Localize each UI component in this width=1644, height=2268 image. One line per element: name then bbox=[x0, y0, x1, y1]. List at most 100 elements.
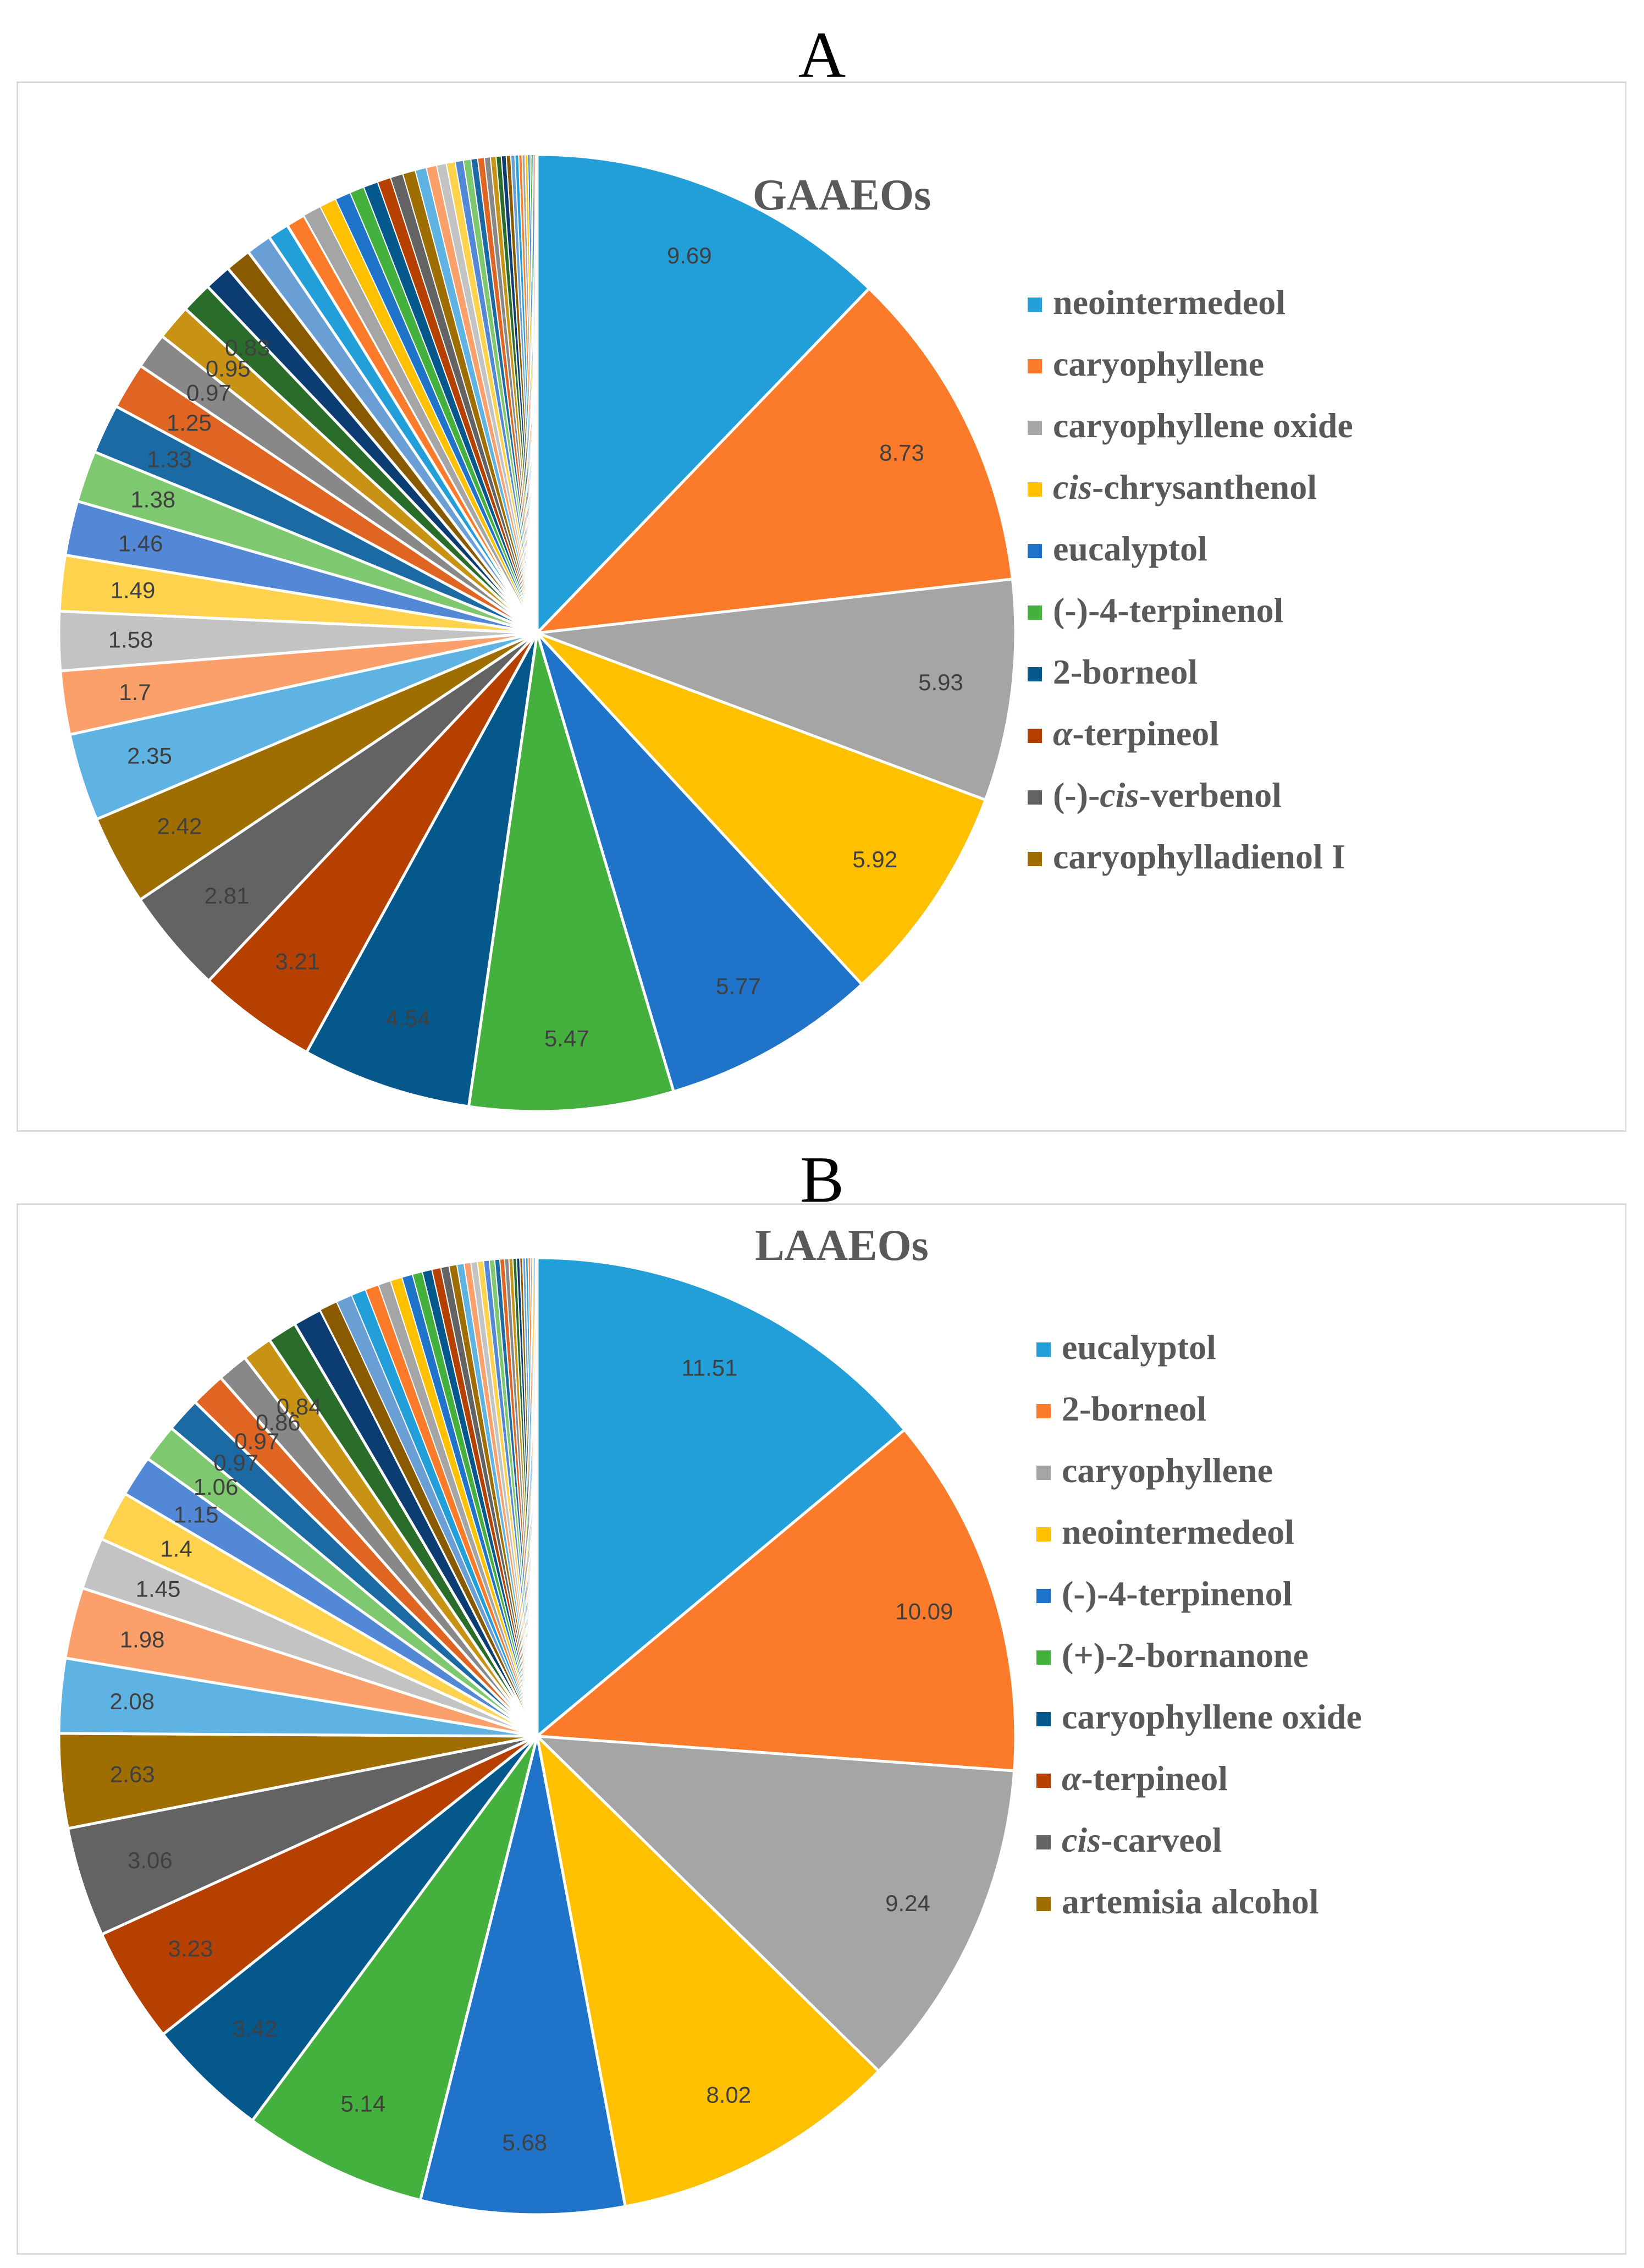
chart-title: GAAEOs bbox=[753, 171, 931, 219]
slice-value-label: 0.83 bbox=[225, 334, 270, 360]
panel-b-label: B bbox=[799, 1143, 845, 1216]
legend-label: caryophyllene oxide bbox=[1053, 406, 1353, 445]
slice-value-label: 0.95 bbox=[206, 356, 251, 382]
legend-label: artemisia alcohol bbox=[1062, 1882, 1318, 1921]
legend-label: (-)-4-terpinenol bbox=[1053, 591, 1283, 630]
legend-swatch bbox=[1028, 667, 1042, 681]
pie-slice bbox=[305, 632, 539, 1108]
pie-slice bbox=[161, 1735, 539, 2123]
legend-label: cis-chrysanthenol bbox=[1053, 467, 1317, 507]
slice-value-label: 1.45 bbox=[136, 1576, 181, 1602]
pie-slice bbox=[533, 287, 1014, 635]
pie-slice bbox=[66, 1735, 538, 1936]
slice-value-label: 2.08 bbox=[109, 1688, 155, 1714]
legend-label: neointermedeol bbox=[1053, 283, 1286, 322]
pie-slice bbox=[536, 632, 864, 1093]
legend-label: (-)-cis-verbenol bbox=[1053, 775, 1282, 814]
slice-value-label: 11.51 bbox=[682, 1355, 738, 1380]
slice-value-label: 4.54 bbox=[385, 1005, 431, 1031]
legend-label: α-terpineol bbox=[1053, 714, 1219, 753]
slice-value-label: 1.38 bbox=[130, 487, 175, 513]
chart-title: LAAEOs bbox=[755, 1221, 929, 1270]
legend-label: caryophyllene bbox=[1062, 1451, 1273, 1490]
pie-slice bbox=[536, 1256, 907, 1739]
legend-swatch bbox=[1036, 1774, 1051, 1788]
pie-chart-laaeos: LAAEOs 11.51 10.09 9.24 8.02 5.68 5.14 3.42 3.23… bbox=[57, 1221, 1362, 2216]
legend-swatch bbox=[1036, 1589, 1051, 1603]
slice-value-label: 8.73 bbox=[879, 440, 924, 466]
legend-swatch bbox=[1036, 1650, 1051, 1665]
legend-swatch bbox=[1028, 544, 1042, 558]
legend-swatch bbox=[1028, 790, 1042, 805]
slice-value-label: 0.97 bbox=[234, 1428, 279, 1454]
legend-swatch bbox=[1028, 359, 1042, 373]
legend-swatch bbox=[1028, 421, 1042, 435]
slice-value-label: 1.15 bbox=[174, 1502, 219, 1528]
slice-value-label: 0.84 bbox=[277, 1394, 322, 1419]
slice-value-label: 3.23 bbox=[168, 1935, 213, 1961]
legend-label: eucalyptol bbox=[1062, 1328, 1216, 1367]
slice-value-label: 10.09 bbox=[895, 1599, 953, 1625]
slice-value-label: 8.02 bbox=[706, 2082, 751, 2107]
legend-swatch bbox=[1028, 852, 1042, 866]
legend-label: 2-borneol bbox=[1062, 1389, 1206, 1428]
slice-value-label: 3.21 bbox=[275, 949, 320, 975]
pie-slice bbox=[250, 1735, 539, 2202]
slice-value-label: 1.06 bbox=[194, 1474, 239, 1500]
pie-slice bbox=[100, 1735, 538, 2036]
pie-chart-gaaeos: GAAEOs 9.69 8.73 5.93 5.92 5.77 5.47 4.54 3.21 2.… bbox=[57, 153, 1353, 1113]
slice-value-label: 1.25 bbox=[167, 410, 212, 436]
pie-slice bbox=[535, 1732, 881, 2209]
slice-value-label: 9.24 bbox=[885, 1890, 930, 1916]
slice-value-label: 3.42 bbox=[232, 2016, 277, 2041]
pie-slice bbox=[533, 1428, 1017, 1772]
slice-value-label: 5.68 bbox=[502, 2129, 547, 2155]
legend-label: α-terpineol bbox=[1062, 1759, 1228, 1798]
pie-slice bbox=[418, 1736, 627, 2216]
legend-swatch bbox=[1036, 1712, 1051, 1726]
slice-value-label: 5.14 bbox=[341, 2090, 386, 2116]
legend-swatch bbox=[1028, 482, 1042, 497]
legend-label: caryophyllene bbox=[1053, 344, 1264, 383]
slice-value-label: 0.97 bbox=[213, 1450, 258, 1476]
legend-label: neointermedeol bbox=[1062, 1512, 1294, 1551]
legend-swatch bbox=[1028, 298, 1042, 312]
slice-value-label: 3.06 bbox=[128, 1847, 173, 1873]
slice-value-label: 2.63 bbox=[110, 1761, 155, 1787]
legend-label: eucalyptol bbox=[1053, 529, 1207, 568]
legend-swatch bbox=[1028, 729, 1042, 743]
chart-panel-b: LAAEOs 11.51 10.09 9.24 8.02 5.68 5.14 3.42 3.23… bbox=[16, 1203, 1626, 2255]
slice-value-label: 2.35 bbox=[127, 742, 172, 768]
legend-swatch bbox=[1036, 1835, 1051, 1849]
slice-value-label: 0.97 bbox=[186, 380, 231, 406]
slice-value-label: 5.92 bbox=[852, 846, 897, 872]
slice-value-label: 2.42 bbox=[157, 813, 202, 839]
legend-label: caryophylladienol I bbox=[1053, 837, 1345, 876]
legend-label: cis-carveol bbox=[1062, 1820, 1222, 1859]
pie-slice bbox=[533, 1735, 1016, 2073]
legend-label: (+)-2-bornanone bbox=[1062, 1636, 1309, 1675]
legend-swatch bbox=[1036, 1404, 1051, 1418]
legend-label: 2-borneol bbox=[1053, 652, 1198, 691]
slice-value-label: 1.58 bbox=[108, 626, 153, 652]
legend-label: caryophyllene oxide bbox=[1062, 1697, 1362, 1736]
legend-label: (-)-4-terpinenol bbox=[1062, 1574, 1292, 1613]
slice-value-label: 1.7 bbox=[119, 679, 151, 705]
slice-value-label: 1.98 bbox=[120, 1627, 165, 1653]
chart-panel-a: GAAEOs 9.69 8.73 5.93 5.92 5.77 5.47 4.54 3.21 2.… bbox=[16, 81, 1626, 1132]
pie-slice bbox=[537, 577, 1017, 802]
slice-value-label: 9.69 bbox=[667, 243, 712, 268]
pie-slice bbox=[206, 632, 539, 1054]
panel-a-label: A bbox=[798, 18, 846, 91]
legend-swatch bbox=[1036, 1897, 1051, 1911]
slice-value-label: 1.33 bbox=[147, 446, 192, 472]
slice-value-label: 5.77 bbox=[716, 973, 761, 999]
pie-slice bbox=[536, 631, 987, 987]
slice-value-label: 1.4 bbox=[160, 1536, 192, 1562]
pie-slice bbox=[536, 153, 871, 637]
slice-value-label: 2.81 bbox=[205, 883, 250, 909]
slice-value-label: 1.46 bbox=[118, 531, 163, 557]
slice-value-label: 0.86 bbox=[256, 1410, 301, 1435]
slice-value-label: 5.47 bbox=[544, 1026, 589, 1052]
legend-swatch bbox=[1036, 1527, 1051, 1542]
